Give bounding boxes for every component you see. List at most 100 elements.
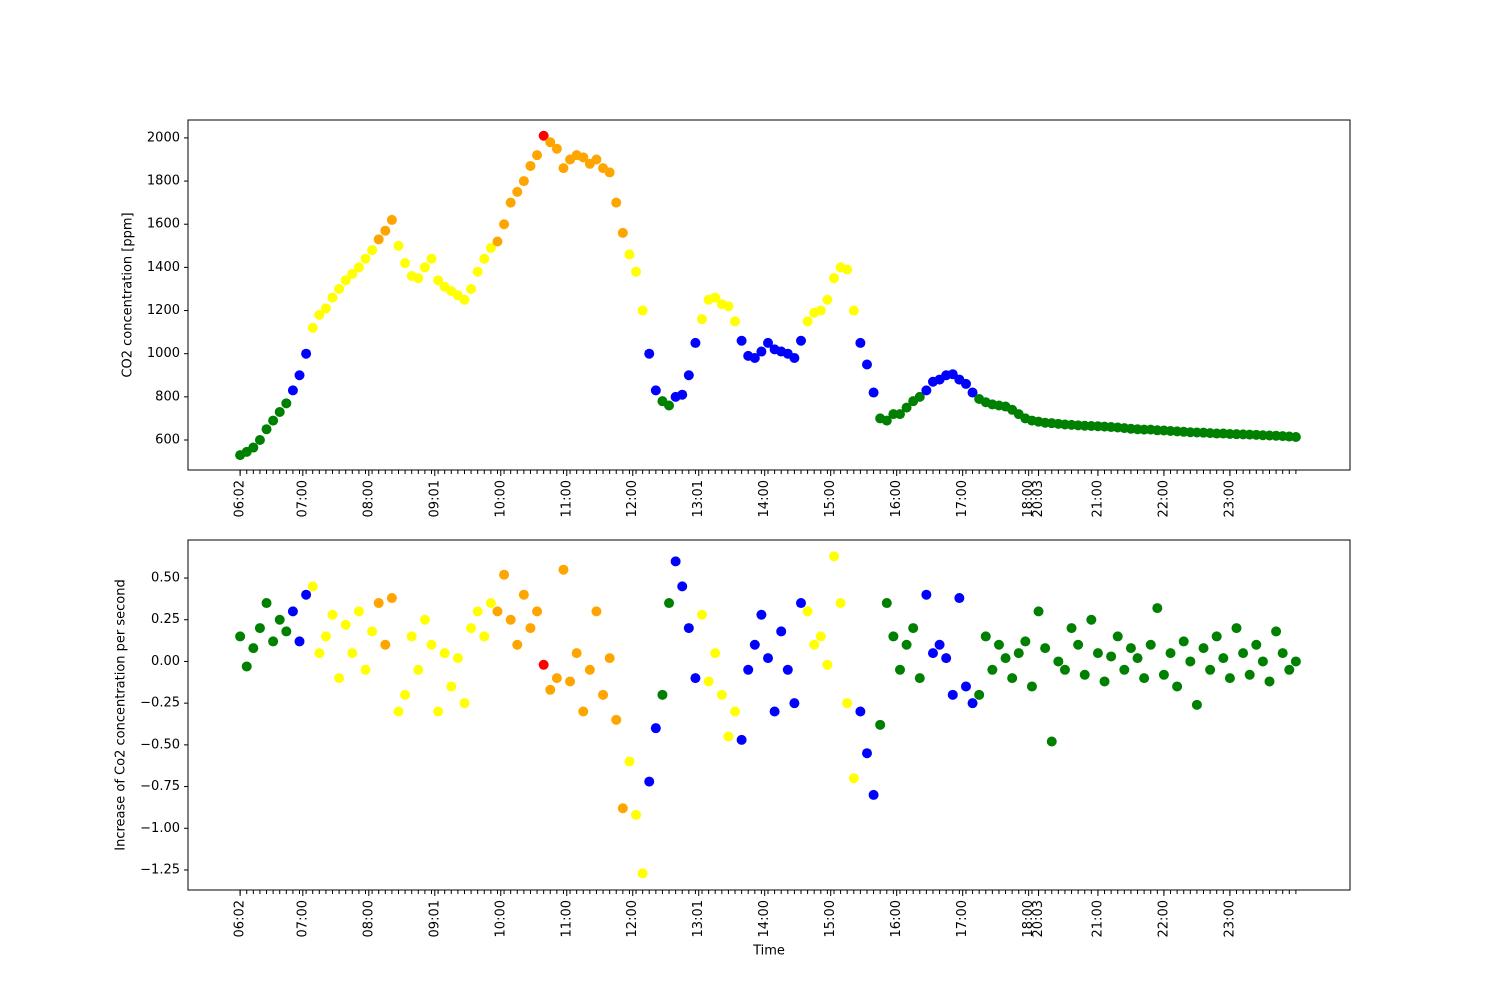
- data-point: [340, 619, 351, 630]
- data-point: [446, 681, 457, 692]
- data-point: [611, 197, 622, 208]
- data-point: [274, 406, 285, 417]
- data-point: [1099, 676, 1110, 687]
- data-point: [261, 598, 272, 609]
- data-point: [1205, 664, 1216, 675]
- x-tick-label: 11:00: [559, 480, 574, 517]
- data-point: [1040, 643, 1051, 654]
- x-tick-label: 15:00: [823, 480, 838, 517]
- y-tick-label: 2000: [147, 130, 180, 145]
- data-point: [1264, 676, 1275, 687]
- data-point: [584, 664, 595, 675]
- data-point: [466, 623, 477, 634]
- data-point: [538, 130, 549, 141]
- data-point: [1092, 648, 1103, 659]
- data-point: [604, 653, 615, 664]
- data-point: [479, 631, 490, 642]
- data-point: [558, 564, 569, 575]
- data-point: [855, 337, 866, 348]
- x-tick-label: 10:00: [493, 900, 508, 937]
- data-point: [525, 623, 536, 634]
- data-point: [1053, 656, 1064, 667]
- data-point: [538, 659, 549, 670]
- data-point: [459, 294, 470, 305]
- data-point: [921, 589, 932, 600]
- data-point: [664, 598, 675, 609]
- data-point: [1290, 431, 1301, 442]
- data-point: [723, 731, 734, 742]
- data-point: [419, 614, 430, 625]
- data-point: [815, 631, 826, 642]
- data-point: [670, 556, 681, 567]
- data-point: [901, 639, 912, 650]
- data-point: [710, 292, 721, 303]
- data-point: [697, 314, 708, 325]
- data-point: [525, 160, 536, 171]
- data-point: [848, 305, 859, 316]
- data-point: [386, 214, 397, 225]
- data-point: [518, 589, 529, 600]
- data-point: [690, 337, 701, 348]
- data-point: [947, 689, 958, 700]
- data-point: [941, 653, 952, 664]
- data-point: [433, 706, 444, 717]
- data-point: [380, 639, 391, 650]
- data-point: [1172, 681, 1183, 692]
- data-point: [373, 598, 384, 609]
- data-point: [1066, 623, 1077, 634]
- data-point: [716, 689, 727, 700]
- data-point: [749, 639, 760, 650]
- data-point: [268, 636, 279, 647]
- data-point: [380, 225, 391, 236]
- data-point: [855, 706, 866, 717]
- data-point: [1231, 623, 1242, 634]
- data-point: [307, 581, 318, 592]
- data-point: [848, 773, 859, 784]
- data-point: [868, 789, 879, 800]
- data-point: [743, 664, 754, 675]
- data-point: [347, 648, 358, 659]
- x-tick-label: 13:01: [691, 900, 706, 937]
- data-point: [954, 593, 965, 604]
- data-point: [736, 335, 747, 346]
- data-point: [657, 689, 668, 700]
- y-tick-label: 1000: [147, 346, 180, 361]
- data-point: [373, 234, 384, 245]
- data-point: [1106, 651, 1117, 662]
- data-point: [1290, 656, 1301, 667]
- x-tick-label: 15:00: [823, 900, 838, 937]
- data-point: [532, 150, 543, 161]
- data-point: [505, 197, 516, 208]
- data-point: [888, 631, 899, 642]
- data-point: [419, 262, 430, 273]
- data-point: [485, 598, 496, 609]
- data-point: [677, 581, 688, 592]
- y-tick-label: 1800: [147, 174, 180, 189]
- data-point: [367, 626, 378, 637]
- data-point: [551, 143, 562, 154]
- data-point: [334, 283, 345, 294]
- data-point: [301, 348, 312, 359]
- data-point: [934, 639, 945, 650]
- data-point: [993, 639, 1004, 650]
- x-tick-label: 09:01: [427, 480, 442, 517]
- y-tick-label: 0.00: [151, 654, 180, 669]
- y-tick-label: 1400: [147, 260, 180, 275]
- data-point: [875, 719, 886, 730]
- data-point: [1257, 656, 1268, 667]
- data-point: [1185, 656, 1196, 667]
- data-point: [1125, 643, 1136, 654]
- data-point: [307, 322, 318, 333]
- data-point: [578, 152, 589, 163]
- data-point: [1198, 643, 1209, 654]
- data-point: [644, 348, 655, 359]
- data-point: [901, 402, 912, 413]
- data-point: [987, 664, 998, 675]
- data-point: [274, 614, 285, 625]
- x-tick-label: 20:03: [1031, 480, 1046, 517]
- data-point: [327, 292, 338, 303]
- data-point: [782, 664, 793, 675]
- data-point: [314, 648, 325, 659]
